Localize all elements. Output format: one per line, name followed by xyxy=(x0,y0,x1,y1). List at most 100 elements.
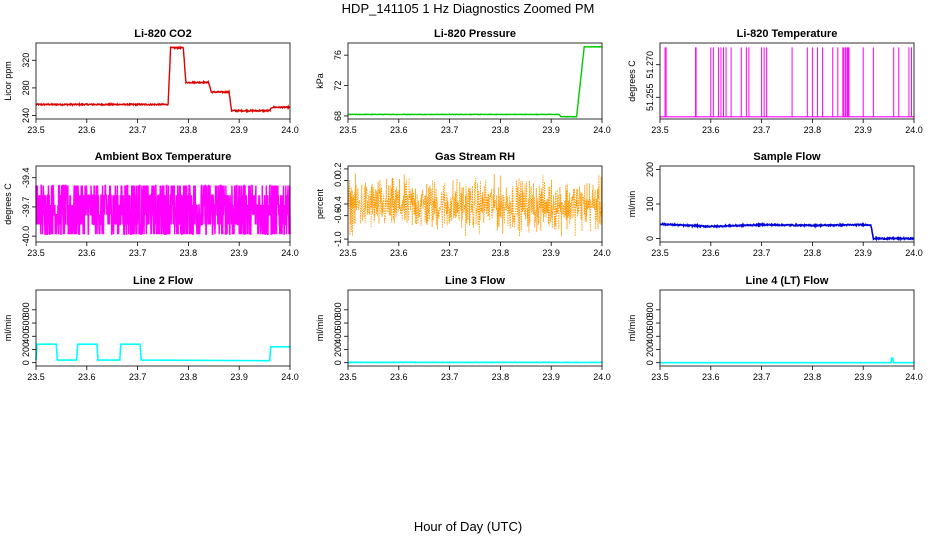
figure-x-label: Hour of Day (UTC) xyxy=(414,519,522,534)
y-tick-label: 400 xyxy=(645,329,655,344)
y-tick-label: 51.255 xyxy=(645,84,655,112)
x-tick-label: 23.9 xyxy=(230,248,248,258)
y-tick-label: 68 xyxy=(333,111,343,121)
x-axis: 23.5 23.6 23.7 23.8 23.9 24.0 xyxy=(27,242,299,258)
x-tick-label: 23.6 xyxy=(390,125,408,135)
plot-frame xyxy=(347,42,603,120)
panel-licor-temp: Li-820 Temperature 23.5 23.6 23.7 23.8 23.9 24… xyxy=(627,28,923,135)
y-axis: 0 100 200 xyxy=(645,162,660,241)
x-tick-label: 23.6 xyxy=(702,372,720,382)
y-axis-label: Licor ppm xyxy=(3,61,13,101)
x-tick-label: 23.5 xyxy=(651,372,669,382)
panel-title: Gas Stream RH xyxy=(435,151,515,163)
x-tick-label: 23.9 xyxy=(542,372,560,382)
plot-frame xyxy=(347,289,603,367)
x-tick-label: 24.0 xyxy=(905,125,923,135)
x-tick-label: 23.7 xyxy=(129,372,147,382)
x-tick-label: 24.0 xyxy=(281,248,299,258)
x-tick-label: 23.6 xyxy=(702,248,720,258)
panel-title: Li-820 CO2 xyxy=(134,28,191,40)
x-tick-label: 23.5 xyxy=(651,248,669,258)
x-tick-label: 23.6 xyxy=(78,125,96,135)
plot-frame xyxy=(659,165,915,243)
x-axis: 23.5 23.6 23.7 23.8 23.9 24.0 xyxy=(339,366,611,382)
x-tick-label: 23.6 xyxy=(390,372,408,382)
figure-title: HDP_141105 1 Hz Diagnostics Zoomed PM xyxy=(342,1,595,16)
x-tick-label: 23.8 xyxy=(492,248,510,258)
y-tick-label: 0.2 xyxy=(333,163,343,176)
x-tick-label: 23.5 xyxy=(339,372,357,382)
x-axis: 23.5 23.6 23.7 23.8 23.9 24.0 xyxy=(651,242,923,258)
x-tick-label: 23.9 xyxy=(542,248,560,258)
x-tick-label: 23.7 xyxy=(129,125,147,135)
x-tick-label: 24.0 xyxy=(593,125,611,135)
y-axis-label: ml/min xyxy=(3,315,13,342)
series-line xyxy=(35,184,291,235)
x-tick-label: 23.9 xyxy=(854,248,872,258)
x-tick-label: 23.8 xyxy=(804,125,822,135)
panel-title: Li-820 Temperature xyxy=(737,28,838,40)
x-tick-label: 23.6 xyxy=(78,248,96,258)
y-axis-label: percent xyxy=(315,188,325,219)
panel-line4-flow: Line 4 (LT) Flow 23.5 23.6 23.7 23.8 23.9 24.0… xyxy=(627,275,923,382)
data-series xyxy=(659,221,915,242)
panel-title: Line 4 (LT) Flow xyxy=(746,275,829,287)
plot-frame xyxy=(35,165,291,243)
x-tick-label: 23.8 xyxy=(180,372,198,382)
x-axis: 23.5 23.6 23.7 23.8 23.9 24.0 xyxy=(27,119,299,135)
x-tick-label: 24.0 xyxy=(905,248,923,258)
y-tick-label: 0.0 xyxy=(333,174,343,187)
x-tick-label: 23.8 xyxy=(492,372,510,382)
y-tick-label: -39.4 xyxy=(21,167,31,188)
x-tick-label: 23.8 xyxy=(804,248,822,258)
y-tick-label: -0.6 xyxy=(333,208,343,224)
x-tick-label: 23.9 xyxy=(854,125,872,135)
y-tick-label: 600 xyxy=(21,316,31,331)
y-tick-label: 200 xyxy=(333,342,343,357)
x-tick-label: 24.0 xyxy=(281,125,299,135)
panel-line3-flow: Line 3 Flow 23.5 23.6 23.7 23.8 23.9 24.0 0 2004… xyxy=(315,275,611,382)
y-axis: 51.255 51.270 xyxy=(645,51,660,111)
y-tick-label: -1.0 xyxy=(333,231,343,247)
x-tick-label: 23.7 xyxy=(441,125,459,135)
x-tick-label: 23.7 xyxy=(441,248,459,258)
panel-line2-flow: Line 2 Flow 23.5 23.6 23.7 23.8 23.9 24.0 0 2004… xyxy=(3,275,299,382)
panel-gas-rh: Gas Stream RH 23.5 23.6 23.7 23.8 23.9 24.0 -1.… xyxy=(315,151,611,258)
panel-title: Li-820 Pressure xyxy=(434,28,516,40)
x-tick-label: 23.5 xyxy=(27,125,45,135)
y-axis-label: ml/min xyxy=(627,191,637,218)
x-tick-label: 23.7 xyxy=(753,125,771,135)
data-series xyxy=(347,173,603,237)
x-axis: 23.5 23.6 23.7 23.8 23.9 24.0 xyxy=(651,119,923,135)
x-tick-label: 24.0 xyxy=(281,372,299,382)
series-line xyxy=(347,173,603,237)
x-tick-label: 24.0 xyxy=(593,372,611,382)
y-tick-label: -39.7 xyxy=(21,197,31,218)
y-tick-label: 800 xyxy=(333,302,343,317)
y-tick-label: 0 xyxy=(21,360,31,365)
y-tick-label: 51.270 xyxy=(645,51,655,79)
x-axis: 23.5 23.6 23.7 23.8 23.9 24.0 xyxy=(339,242,611,258)
x-tick-label: 23.9 xyxy=(230,125,248,135)
y-axis-label: ml/min xyxy=(315,315,325,342)
y-tick-label: 100 xyxy=(645,196,655,211)
x-tick-label: 23.6 xyxy=(390,248,408,258)
panel-title: Line 2 Flow xyxy=(133,275,193,287)
x-tick-label: 23.5 xyxy=(339,125,357,135)
x-axis: 23.5 23.6 23.7 23.8 23.9 24.0 xyxy=(651,366,923,382)
y-tick-label: 400 xyxy=(333,329,343,344)
y-tick-label: 800 xyxy=(645,302,655,317)
panel-title: Ambient Box Temperature xyxy=(95,151,232,163)
x-tick-label: 23.5 xyxy=(651,125,669,135)
x-tick-label: 23.7 xyxy=(441,372,459,382)
series-line xyxy=(35,45,291,114)
x-tick-label: 23.6 xyxy=(78,372,96,382)
x-tick-label: 23.8 xyxy=(492,125,510,135)
x-tick-label: 24.0 xyxy=(593,248,611,258)
y-tick-label: 0 xyxy=(645,236,655,241)
y-tick-label: 76 xyxy=(333,50,343,60)
